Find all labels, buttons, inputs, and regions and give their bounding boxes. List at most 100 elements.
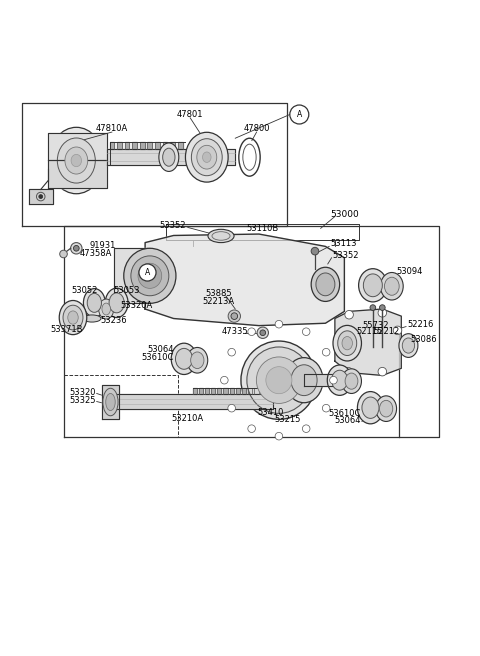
Ellipse shape <box>362 397 379 419</box>
Ellipse shape <box>316 273 335 296</box>
Text: 53110B: 53110B <box>247 224 279 233</box>
Text: 53113: 53113 <box>330 239 357 248</box>
Polygon shape <box>170 142 175 149</box>
Polygon shape <box>248 388 252 394</box>
Ellipse shape <box>247 347 311 413</box>
Text: 53064: 53064 <box>335 416 361 425</box>
Polygon shape <box>304 375 335 386</box>
Ellipse shape <box>176 348 192 369</box>
Circle shape <box>228 348 236 356</box>
Circle shape <box>275 432 283 440</box>
Ellipse shape <box>192 138 222 176</box>
Circle shape <box>323 404 330 412</box>
Text: A: A <box>145 268 150 277</box>
Polygon shape <box>236 388 240 394</box>
Circle shape <box>248 328 255 335</box>
Polygon shape <box>112 394 273 409</box>
Circle shape <box>257 327 268 338</box>
Circle shape <box>231 313 238 319</box>
Ellipse shape <box>399 334 418 358</box>
Ellipse shape <box>83 315 101 322</box>
Polygon shape <box>335 309 401 375</box>
Text: 53610C: 53610C <box>329 409 361 418</box>
Text: 53064: 53064 <box>147 345 174 354</box>
Circle shape <box>139 264 156 281</box>
Ellipse shape <box>384 277 399 295</box>
Text: 53210A: 53210A <box>172 414 204 422</box>
Circle shape <box>228 310 240 322</box>
Ellipse shape <box>363 274 383 297</box>
Polygon shape <box>125 142 130 149</box>
Ellipse shape <box>49 127 104 194</box>
Text: 52212: 52212 <box>373 327 399 337</box>
Ellipse shape <box>185 133 228 182</box>
Ellipse shape <box>358 392 384 424</box>
Polygon shape <box>140 142 144 149</box>
Circle shape <box>311 247 319 255</box>
Circle shape <box>302 328 310 335</box>
Polygon shape <box>192 388 197 394</box>
Ellipse shape <box>163 148 175 166</box>
Ellipse shape <box>59 300 87 335</box>
Circle shape <box>73 245 79 251</box>
Ellipse shape <box>65 147 88 174</box>
Ellipse shape <box>138 263 162 289</box>
Text: 47800: 47800 <box>243 124 270 133</box>
Circle shape <box>378 367 386 376</box>
Ellipse shape <box>124 248 176 303</box>
Text: 53000: 53000 <box>330 210 359 218</box>
Ellipse shape <box>187 348 208 373</box>
Text: 53320: 53320 <box>69 388 96 396</box>
Text: 47358A: 47358A <box>80 249 112 258</box>
Text: 53352: 53352 <box>333 251 359 260</box>
Polygon shape <box>132 142 137 149</box>
Polygon shape <box>155 142 160 149</box>
Ellipse shape <box>380 400 393 417</box>
Circle shape <box>228 404 236 412</box>
Polygon shape <box>102 385 119 419</box>
Text: 53410: 53410 <box>258 408 284 417</box>
Ellipse shape <box>285 358 323 403</box>
Ellipse shape <box>105 288 128 318</box>
Text: 53610C: 53610C <box>141 353 174 362</box>
Polygon shape <box>29 190 53 204</box>
Ellipse shape <box>332 370 348 390</box>
Ellipse shape <box>291 365 317 396</box>
Text: 53325: 53325 <box>69 396 96 405</box>
Text: 53371B: 53371B <box>50 325 83 335</box>
Text: 52115: 52115 <box>357 327 383 337</box>
Ellipse shape <box>197 146 217 169</box>
Text: 53236: 53236 <box>100 316 127 325</box>
Ellipse shape <box>208 230 234 243</box>
Text: 91931: 91931 <box>89 241 116 251</box>
Polygon shape <box>223 388 228 394</box>
Ellipse shape <box>203 152 211 163</box>
Ellipse shape <box>109 293 124 313</box>
Text: 47801: 47801 <box>177 110 204 119</box>
Circle shape <box>302 425 310 432</box>
Circle shape <box>380 305 385 310</box>
Polygon shape <box>147 142 152 149</box>
Polygon shape <box>242 388 246 394</box>
Text: 53052: 53052 <box>71 285 97 295</box>
Ellipse shape <box>71 154 82 167</box>
Text: 53352: 53352 <box>159 222 186 230</box>
Circle shape <box>393 326 402 335</box>
Ellipse shape <box>338 331 357 356</box>
Text: 53053: 53053 <box>113 287 139 295</box>
Ellipse shape <box>311 267 340 301</box>
Circle shape <box>323 348 330 356</box>
Polygon shape <box>163 142 168 149</box>
Polygon shape <box>145 234 344 325</box>
Text: 53885: 53885 <box>205 289 232 298</box>
Ellipse shape <box>191 352 204 369</box>
Circle shape <box>378 308 386 317</box>
Polygon shape <box>178 142 182 149</box>
Ellipse shape <box>241 341 317 419</box>
Text: A: A <box>297 110 302 119</box>
Ellipse shape <box>376 396 396 421</box>
Ellipse shape <box>159 143 179 171</box>
Ellipse shape <box>57 138 96 183</box>
Ellipse shape <box>68 311 78 324</box>
Text: 53094: 53094 <box>396 266 423 276</box>
